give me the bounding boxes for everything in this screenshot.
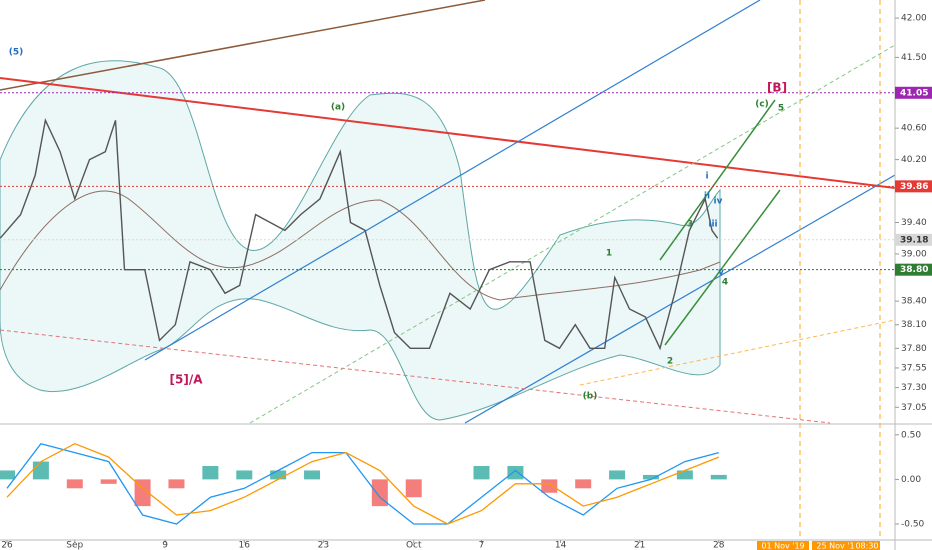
- wave-label: 3: [687, 220, 693, 230]
- price-label-box: [895, 233, 932, 246]
- plot-layer: 42.00 41.50 40.60 40.20 39.40 39.00 38.40 38.10…: [0, 14, 932, 550]
- x-tick-label: 14: [555, 541, 567, 550]
- y2-tick-label: -0.50: [901, 519, 925, 529]
- wave-label: (c): [755, 100, 769, 110]
- x-tick-label: 23: [318, 541, 329, 550]
- price-label-box: [895, 86, 932, 99]
- wave-label: iii: [708, 220, 717, 230]
- histogram-bar: [134, 479, 151, 507]
- histogram-bar: [473, 466, 490, 480]
- x-tick-label: 9: [162, 541, 168, 550]
- channel-line: [249, 44, 896, 424]
- wave-label: v: [718, 268, 724, 278]
- price-label: 39.18: [900, 235, 928, 245]
- histogram-bar: [371, 479, 388, 507]
- histogram-bar: [642, 474, 659, 480]
- histogram-bar: [202, 466, 219, 480]
- trend-line: [0, 0, 486, 91]
- trend-line: [0, 329, 831, 424]
- y-tick-label: 37.80: [901, 344, 927, 354]
- x-tick-label: Sep: [66, 541, 83, 550]
- price-label: 41.05: [900, 88, 928, 98]
- time-label-box: [812, 541, 864, 550]
- histogram-bar: [304, 470, 321, 480]
- y-tick-label: 39.40: [901, 218, 927, 228]
- wave-label: 2: [667, 357, 673, 367]
- wave-label: [B]: [767, 81, 787, 95]
- channel-line: [664, 189, 781, 346]
- channel-line: [659, 99, 776, 261]
- y2-tick-label: 0.50: [901, 430, 921, 440]
- wave-label: 1: [606, 249, 612, 259]
- x-tick-label: 21: [634, 541, 645, 550]
- bollinger-band: [0, 60, 721, 421]
- price-label-box: [895, 180, 932, 193]
- wave-label: (a): [331, 103, 345, 113]
- histogram-bar: [32, 461, 49, 480]
- y-tick-label: 40.60: [901, 124, 927, 134]
- y2-tick-label: 0.00: [901, 475, 921, 485]
- signal-line: [6, 442, 720, 525]
- histogram-bar: [507, 466, 524, 480]
- wave-label: (b): [583, 392, 598, 402]
- projection-line: [579, 319, 896, 386]
- y-tick-label: 41.50: [901, 53, 927, 63]
- price-line-series: [0, 118, 719, 351]
- y-tick-label: 39.00: [901, 249, 927, 259]
- x-tick-label: Oct: [406, 541, 422, 550]
- wave-label: iv: [714, 197, 723, 207]
- wave-label: (5): [9, 48, 24, 58]
- price-label-box: [895, 263, 932, 276]
- wave-label: 5: [778, 104, 784, 114]
- channel-line: [464, 174, 896, 424]
- wave-label: 4: [722, 278, 728, 288]
- y-tick-label: 38.40: [901, 297, 927, 307]
- histogram-bar: [236, 470, 253, 480]
- y-tick-label: 37.05: [901, 403, 927, 413]
- histogram-bar: [575, 479, 592, 489]
- wave-label: [5]/A: [170, 373, 204, 387]
- x-tick-label: 26: [1, 541, 13, 550]
- time-label-box: [854, 541, 880, 550]
- histogram-bar: [609, 470, 626, 480]
- y-tick-label: 42.00: [901, 14, 927, 24]
- histogram-bar: [270, 470, 287, 480]
- wave-label: ii: [704, 192, 710, 202]
- price-label: 39.86: [900, 182, 928, 192]
- y-tick-label: 37.30: [901, 383, 927, 393]
- channel-line: [144, 0, 761, 361]
- histogram-bar: [676, 470, 693, 480]
- y-tick-label: 40.20: [901, 155, 927, 165]
- histogram-bar: [541, 479, 558, 493]
- wave-label: i: [705, 172, 708, 182]
- x-tick-label: 28: [713, 541, 725, 550]
- y-tick-label: 37.55: [901, 363, 927, 373]
- price-label: 38.80: [900, 265, 928, 275]
- x-tick-label: 7: [479, 541, 485, 550]
- time-label: 01 Nov '19: [761, 542, 804, 550]
- x-tick-label: 16: [239, 541, 251, 550]
- moving-average: [0, 190, 721, 301]
- y-tick-label: 38.10: [901, 320, 927, 330]
- trend-line: [0, 77, 896, 189]
- histogram-bar: [168, 479, 185, 489]
- histogram-bar: [405, 479, 422, 498]
- time-label: 08:30: [855, 542, 878, 550]
- time-label-box: [757, 541, 809, 550]
- histogram-bar: [0, 470, 16, 480]
- histogram-bar: [100, 479, 117, 484]
- histogram-bar: [710, 474, 727, 480]
- time-label: 25 Nov '19: [816, 542, 859, 550]
- histogram-bar: [66, 479, 83, 489]
